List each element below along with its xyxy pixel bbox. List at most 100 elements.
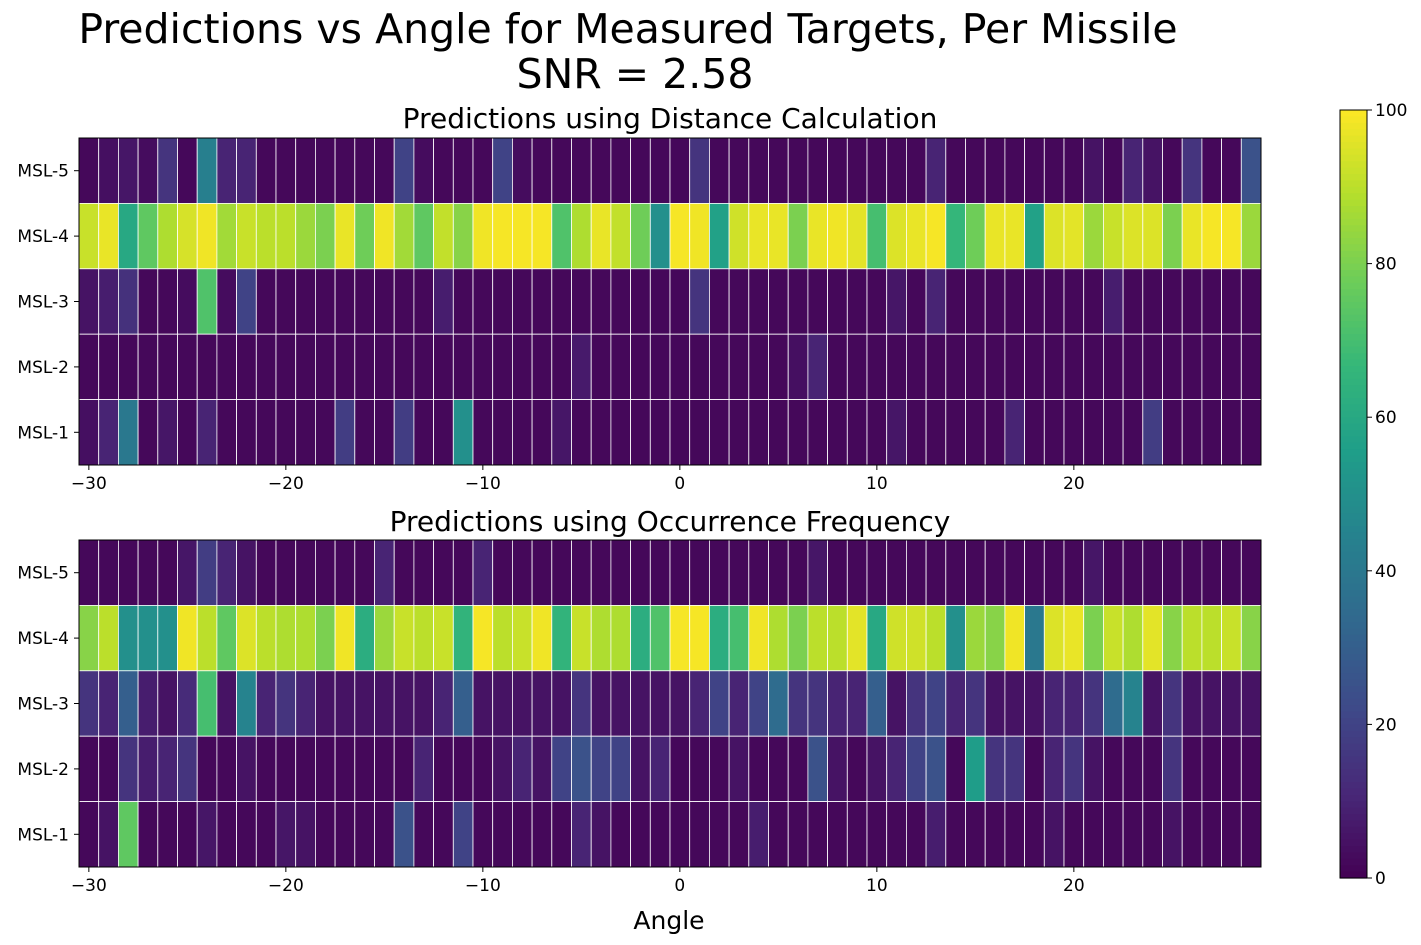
heatmap-cell <box>1142 801 1163 868</box>
x-tick-label: −30 <box>71 876 107 896</box>
heatmap-cell <box>295 539 316 606</box>
heatmap-cell <box>177 539 198 606</box>
heatmap-cell <box>177 605 198 672</box>
heatmap-cell <box>1201 268 1223 335</box>
heatmap-cell <box>925 735 947 803</box>
heatmap-cell <box>216 137 237 204</box>
heatmap-cell <box>768 670 789 737</box>
heatmap-cell <box>196 539 218 606</box>
heatmap-cell <box>452 202 474 270</box>
heatmap-cell <box>1103 801 1124 868</box>
heatmap-cell <box>472 735 494 803</box>
heatmap-cell <box>1142 539 1163 606</box>
colorbar-segment <box>1340 430 1367 437</box>
heatmap-cell <box>236 735 257 803</box>
heatmap-cell <box>354 333 375 401</box>
colorbar-segment <box>1340 762 1367 770</box>
colorbar-segment <box>1340 871 1367 879</box>
heatmap-cell <box>807 202 829 270</box>
heatmap-cell <box>945 268 966 335</box>
heatmap-cell <box>630 539 651 606</box>
heatmap-cell <box>669 268 691 335</box>
colorbar-segment <box>1340 193 1367 201</box>
heatmap-cell <box>393 202 415 270</box>
heatmap-cell <box>551 268 572 335</box>
x-axis-label: Angle <box>633 906 704 935</box>
heatmap-cell <box>452 137 474 204</box>
heatmap-cell <box>728 605 750 672</box>
colorbar-segment <box>1340 865 1367 873</box>
heatmap-cell <box>669 801 691 868</box>
heatmap-cell <box>827 539 848 606</box>
colorbar-segment <box>1340 442 1367 450</box>
heatmap-cell <box>98 801 119 868</box>
heatmap-cell <box>157 735 178 803</box>
heatmap-cell <box>216 539 237 606</box>
heatmap-cell <box>137 399 159 466</box>
heatmap-cell <box>236 268 257 335</box>
heatmap-cell <box>216 268 237 335</box>
heatmap-cell <box>886 399 907 466</box>
heatmap-cell <box>1004 605 1026 672</box>
heatmap-cell <box>1024 670 1045 737</box>
heatmap-cell <box>452 735 474 803</box>
colorbar-segment <box>1340 788 1367 796</box>
heatmap-cell <box>728 202 750 270</box>
heatmap-cell <box>1240 801 1262 868</box>
heatmap-cell <box>157 202 178 270</box>
heatmap-cell <box>314 539 336 606</box>
heatmap-cell <box>571 735 592 803</box>
heatmap-cell <box>1122 399 1144 466</box>
figure-title-line1: Predictions vs Angle for Measured Target… <box>78 5 1177 53</box>
heatmap-cell <box>1083 399 1104 466</box>
heatmap-cell <box>374 801 395 868</box>
heatmap-cell <box>590 670 612 737</box>
heatmap-cell <box>118 735 139 803</box>
heatmap-cell <box>177 399 198 466</box>
heatmap-cell <box>492 137 513 204</box>
heatmap-cell <box>98 605 119 672</box>
heatmap-cell <box>512 137 533 204</box>
heatmap-cell <box>216 605 237 672</box>
heatmap-cell <box>571 268 592 335</box>
heatmap-cell <box>925 605 947 672</box>
heatmap-cell <box>98 539 119 606</box>
heatmap-cell <box>846 735 868 803</box>
colorbar-segment <box>1340 794 1367 802</box>
colorbar-segment <box>1340 231 1367 239</box>
heatmap-cell <box>846 801 868 868</box>
heatmap-cell <box>610 801 632 868</box>
heatmap-cell <box>1181 735 1203 803</box>
heatmap-cell <box>354 202 375 270</box>
heatmap-cell <box>1083 670 1104 737</box>
heatmap-cell <box>433 735 454 803</box>
heatmap-cell <box>906 202 927 270</box>
heatmap-cell <box>492 539 513 606</box>
heatmap-cell <box>157 539 178 606</box>
heatmap-cell <box>846 670 868 737</box>
heatmap-cell <box>295 605 316 672</box>
heatmap-cell <box>610 202 632 270</box>
heatmap-cell <box>590 801 612 868</box>
heatmap-cell <box>216 670 237 737</box>
colorbar-segment <box>1340 250 1367 258</box>
heatmap-cell <box>492 670 513 737</box>
heatmap-cell <box>768 137 789 204</box>
heatmap-cell <box>354 735 375 803</box>
heatmap-cell <box>984 333 1006 401</box>
heatmap-cell <box>1103 539 1124 606</box>
heatmap-cell <box>354 268 375 335</box>
colorbar-segment <box>1340 455 1367 463</box>
heatmap-cell <box>216 735 237 803</box>
colorbar-segment <box>1340 737 1367 745</box>
x-tick-label: −30 <box>71 474 107 494</box>
heatmap-cell <box>314 801 336 868</box>
heatmap-cell <box>78 801 100 868</box>
heatmap-cell <box>1043 333 1065 401</box>
heatmap-cell <box>630 605 651 672</box>
heatmap-cell <box>965 539 986 606</box>
heatmap-cell <box>984 735 1006 803</box>
heatmap-cell <box>118 268 139 335</box>
heatmap-cell <box>630 670 651 737</box>
colorbar-segment <box>1340 583 1367 591</box>
